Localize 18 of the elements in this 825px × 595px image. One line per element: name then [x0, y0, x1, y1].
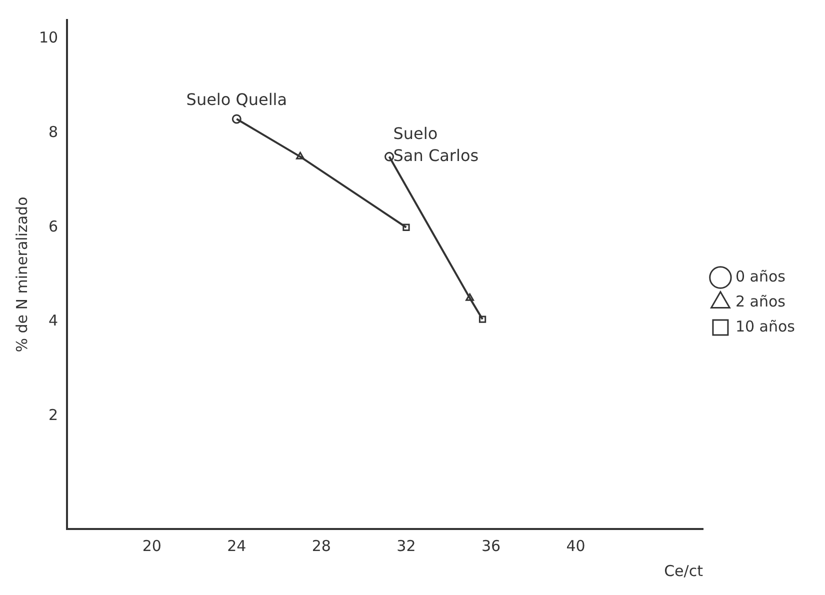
y-tick-label: 2 — [48, 406, 58, 424]
y-tick-label: 8 — [48, 123, 58, 141]
x-tick-label: 24 — [227, 536, 246, 555]
series-label: Suelo San Carlos — [393, 124, 479, 165]
y-axis-title: % de N mineralizado — [12, 196, 31, 352]
x-axis-title: Ce/ct — [664, 562, 704, 580]
x-tick-label: 40 — [566, 536, 586, 555]
legend-label: 2 años — [735, 292, 786, 310]
x-tick-label: 20 — [142, 536, 162, 555]
x-tick-label: 36 — [481, 536, 501, 555]
x-tick-label: 32 — [396, 536, 416, 555]
legend-label: 10 años — [735, 317, 796, 336]
x-tick-label: 28 — [312, 536, 331, 555]
y-tick-label: 10 — [38, 28, 58, 47]
legend-label: 0 años — [735, 267, 786, 286]
y-tick-label: 4 — [48, 312, 58, 330]
series-label: Suelo Quella — [186, 90, 288, 110]
y-tick-label: 6 — [48, 217, 58, 236]
